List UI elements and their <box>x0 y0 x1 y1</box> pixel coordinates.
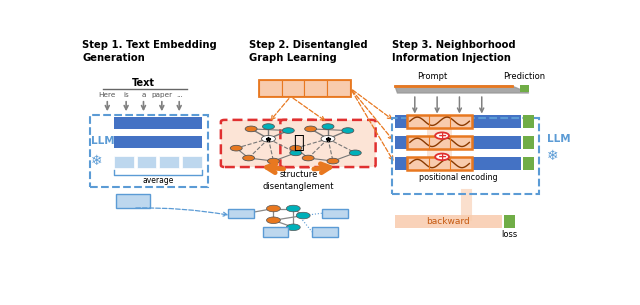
FancyBboxPatch shape <box>395 157 522 170</box>
Circle shape <box>243 155 255 161</box>
Polygon shape <box>395 86 529 93</box>
Text: loss: loss <box>501 230 518 239</box>
FancyBboxPatch shape <box>520 85 529 92</box>
Text: 🔥: 🔥 <box>293 135 304 152</box>
Circle shape <box>266 217 280 224</box>
Text: LLM: LLM <box>91 136 115 146</box>
Text: Step 1. Text Embedding
Generation: Step 1. Text Embedding Generation <box>83 40 217 63</box>
Text: is: is <box>124 92 129 98</box>
FancyBboxPatch shape <box>228 209 253 218</box>
Text: structure
disentanglement: structure disentanglement <box>263 170 335 191</box>
Text: Step 3. Neighborhood
Information Injection: Step 3. Neighborhood Information Injecti… <box>392 40 516 63</box>
Circle shape <box>435 132 449 139</box>
Text: Prompt: Prompt <box>417 72 447 81</box>
FancyBboxPatch shape <box>282 80 305 96</box>
FancyBboxPatch shape <box>262 227 288 237</box>
FancyBboxPatch shape <box>280 120 376 167</box>
Text: +: + <box>438 152 447 162</box>
Text: LLM: LLM <box>547 134 571 144</box>
Text: Here: Here <box>99 92 116 98</box>
FancyBboxPatch shape <box>136 156 156 168</box>
FancyBboxPatch shape <box>427 149 452 157</box>
FancyBboxPatch shape <box>114 136 202 148</box>
Circle shape <box>435 153 449 160</box>
Text: ❄: ❄ <box>547 149 559 163</box>
Circle shape <box>302 155 314 161</box>
Circle shape <box>230 145 242 151</box>
Text: average: average <box>142 176 173 185</box>
Circle shape <box>342 128 354 133</box>
FancyBboxPatch shape <box>523 136 534 149</box>
FancyBboxPatch shape <box>159 156 179 168</box>
Circle shape <box>266 205 280 212</box>
Circle shape <box>286 224 300 231</box>
FancyBboxPatch shape <box>221 120 316 167</box>
FancyBboxPatch shape <box>408 115 472 128</box>
FancyBboxPatch shape <box>305 80 328 96</box>
FancyBboxPatch shape <box>312 227 338 237</box>
Text: paper: paper <box>151 92 172 98</box>
Text: a: a <box>141 92 146 98</box>
FancyBboxPatch shape <box>504 215 515 228</box>
Circle shape <box>286 205 300 212</box>
Circle shape <box>327 158 339 164</box>
FancyBboxPatch shape <box>408 136 472 149</box>
FancyBboxPatch shape <box>114 156 134 168</box>
Circle shape <box>305 126 317 132</box>
FancyBboxPatch shape <box>259 80 282 96</box>
Circle shape <box>296 212 310 219</box>
Circle shape <box>241 210 255 217</box>
FancyBboxPatch shape <box>328 80 350 96</box>
Circle shape <box>290 150 301 156</box>
Text: ❄: ❄ <box>91 154 102 168</box>
Circle shape <box>262 124 275 129</box>
Text: +: + <box>438 131 447 141</box>
Circle shape <box>290 145 301 151</box>
Text: ...: ... <box>176 92 182 98</box>
Circle shape <box>349 150 361 156</box>
Circle shape <box>322 124 334 129</box>
Circle shape <box>268 158 280 164</box>
Circle shape <box>282 128 294 133</box>
FancyBboxPatch shape <box>395 215 502 228</box>
Circle shape <box>321 135 335 142</box>
Circle shape <box>245 126 257 132</box>
Text: Prediction: Prediction <box>503 72 545 81</box>
Text: Step 2. Disentangled
Graph Learning: Step 2. Disentangled Graph Learning <box>249 40 367 63</box>
Text: positional encoding: positional encoding <box>419 173 497 182</box>
FancyBboxPatch shape <box>182 156 202 168</box>
Circle shape <box>262 135 275 142</box>
FancyBboxPatch shape <box>395 136 522 149</box>
FancyBboxPatch shape <box>116 194 150 208</box>
Text: backward: backward <box>426 217 470 226</box>
FancyBboxPatch shape <box>322 209 348 218</box>
FancyBboxPatch shape <box>523 157 534 170</box>
FancyBboxPatch shape <box>395 115 522 128</box>
FancyBboxPatch shape <box>114 117 202 129</box>
FancyBboxPatch shape <box>259 80 350 96</box>
FancyBboxPatch shape <box>408 157 472 170</box>
FancyBboxPatch shape <box>427 128 452 136</box>
Text: Text: Text <box>132 78 155 88</box>
FancyBboxPatch shape <box>523 115 534 128</box>
